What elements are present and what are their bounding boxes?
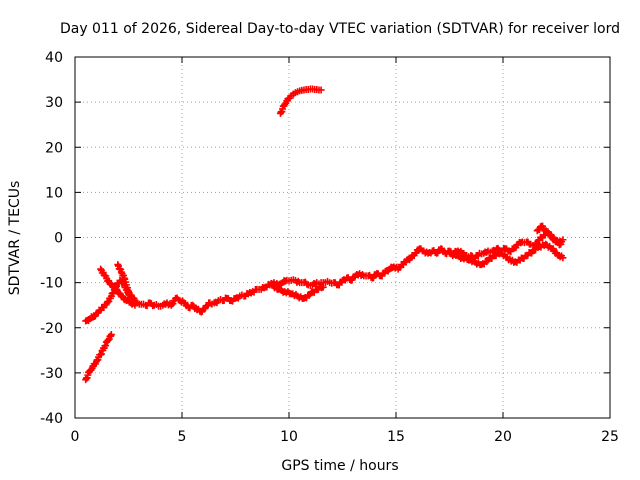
series-SDTVAR-late-spike bbox=[533, 222, 567, 246]
x-tick-label: 10 bbox=[280, 429, 298, 445]
y-tick-label: 20 bbox=[45, 140, 63, 156]
x-tick-label: 0 bbox=[71, 429, 80, 445]
series-SDTVAR-loop-a bbox=[97, 265, 139, 309]
y-tick-label: 10 bbox=[45, 185, 63, 201]
data-series bbox=[82, 85, 567, 384]
series-SDTVAR-upper-arc bbox=[276, 85, 325, 117]
x-tick-label: 5 bbox=[178, 429, 187, 445]
series-SDTVAR-loop-b bbox=[114, 261, 141, 307]
x-tick-label: 25 bbox=[601, 429, 619, 445]
y-tick-label: -40 bbox=[40, 411, 63, 427]
chart-title: Day 011 of 2026, Sidereal Day-to-day VTE… bbox=[60, 21, 620, 37]
axes bbox=[74, 56, 611, 419]
grid bbox=[75, 57, 610, 418]
series-SDTVAR-late-lower bbox=[446, 240, 567, 269]
series-SDTVAR-dip-10 bbox=[268, 281, 327, 302]
y-tick-label: 40 bbox=[45, 50, 63, 66]
y-tick-label: 30 bbox=[45, 95, 63, 111]
x-tick-label: 15 bbox=[387, 429, 405, 445]
y-axis-label: SDTVAR / TECUs bbox=[7, 181, 23, 296]
series-SDTVAR-low-branch bbox=[82, 331, 115, 384]
y-tick-label: -10 bbox=[40, 276, 63, 292]
tick-labels: 0 5 10 15 20 25 -40 -30 -20 -10 0 10 20 30 40 bbox=[40, 50, 619, 445]
y-tick-label: 0 bbox=[54, 231, 63, 247]
y-tick-label: -20 bbox=[40, 321, 63, 337]
y-tick-label: -30 bbox=[40, 366, 63, 382]
x-axis-label: GPS time / hours bbox=[281, 458, 398, 474]
x-tick-label: 20 bbox=[494, 429, 512, 445]
